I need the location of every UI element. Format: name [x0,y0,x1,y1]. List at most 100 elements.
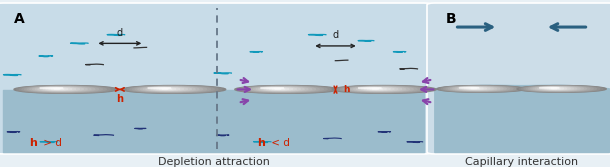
Ellipse shape [270,88,289,90]
Ellipse shape [335,86,432,93]
Ellipse shape [455,87,500,90]
Ellipse shape [140,87,199,91]
Ellipse shape [40,88,63,89]
Text: B: B [445,12,456,26]
Ellipse shape [540,87,573,90]
Ellipse shape [148,88,171,89]
Ellipse shape [536,87,580,90]
FancyBboxPatch shape [427,3,610,154]
Ellipse shape [41,88,79,91]
Ellipse shape [251,87,315,92]
Ellipse shape [459,87,479,88]
Ellipse shape [528,87,590,91]
Ellipse shape [272,88,285,89]
Ellipse shape [135,87,207,92]
Ellipse shape [245,86,323,92]
Ellipse shape [471,88,476,89]
Text: > d: > d [40,138,62,148]
Ellipse shape [439,86,523,92]
Ellipse shape [370,88,382,89]
Ellipse shape [367,88,387,90]
Ellipse shape [551,88,557,89]
Text: A: A [14,12,25,26]
Ellipse shape [46,88,72,90]
Text: < d: < d [268,138,290,148]
Ellipse shape [460,87,493,90]
Ellipse shape [259,87,304,91]
Ellipse shape [27,87,99,92]
Ellipse shape [248,87,320,92]
Ellipse shape [127,86,218,93]
Text: Depletion attraction: Depletion attraction [157,157,270,167]
Ellipse shape [348,87,413,92]
Ellipse shape [338,86,428,93]
Ellipse shape [149,88,187,91]
Ellipse shape [332,86,436,93]
Ellipse shape [49,88,68,90]
Ellipse shape [446,86,513,91]
Ellipse shape [351,87,409,91]
Ellipse shape [533,87,583,91]
Ellipse shape [51,88,64,89]
Text: h: h [117,94,123,104]
Ellipse shape [146,87,192,91]
FancyBboxPatch shape [0,3,431,154]
Ellipse shape [526,86,593,91]
Text: Capillary interaction: Capillary interaction [465,157,578,167]
Ellipse shape [442,86,519,92]
Ellipse shape [443,86,516,92]
Ellipse shape [537,87,576,90]
Ellipse shape [364,88,390,90]
Ellipse shape [151,88,184,90]
Ellipse shape [545,88,567,89]
Ellipse shape [358,88,381,89]
Ellipse shape [547,88,564,89]
Ellipse shape [522,86,600,92]
Ellipse shape [549,88,560,89]
Ellipse shape [154,88,180,90]
Text: h: h [343,85,350,94]
Ellipse shape [359,88,398,91]
Ellipse shape [448,87,509,91]
Ellipse shape [539,87,559,88]
Ellipse shape [138,87,203,92]
Ellipse shape [24,86,102,92]
Ellipse shape [38,87,84,91]
Ellipse shape [14,86,118,93]
Ellipse shape [35,87,87,91]
Ellipse shape [453,87,503,91]
Ellipse shape [362,88,394,90]
Ellipse shape [451,87,506,91]
Ellipse shape [340,86,425,93]
Ellipse shape [124,86,222,93]
Ellipse shape [464,88,487,89]
Ellipse shape [517,86,606,92]
Ellipse shape [32,87,91,91]
Ellipse shape [264,88,296,90]
Ellipse shape [542,88,570,90]
Ellipse shape [159,88,172,89]
Ellipse shape [157,88,176,90]
Ellipse shape [524,86,597,92]
Ellipse shape [235,86,339,93]
Ellipse shape [354,87,406,91]
Ellipse shape [343,86,421,92]
Ellipse shape [143,87,195,91]
Ellipse shape [256,87,308,91]
Ellipse shape [469,88,480,89]
Ellipse shape [30,87,95,92]
Ellipse shape [22,86,106,93]
Text: d: d [117,28,123,38]
Ellipse shape [16,86,114,93]
Ellipse shape [267,88,293,90]
Ellipse shape [240,86,331,93]
Ellipse shape [132,86,210,92]
Ellipse shape [467,88,483,89]
Ellipse shape [531,87,586,91]
Ellipse shape [237,86,335,93]
Ellipse shape [346,87,417,92]
Ellipse shape [356,87,402,91]
Text: h: h [257,138,265,148]
Ellipse shape [520,86,603,92]
Ellipse shape [20,86,110,93]
